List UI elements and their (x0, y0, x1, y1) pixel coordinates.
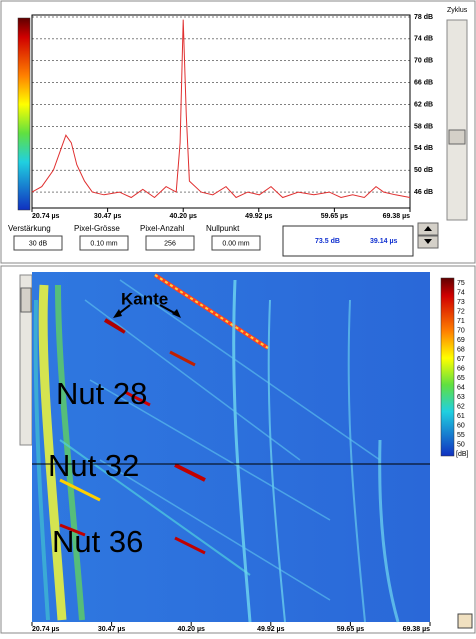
param-label: Verstärkung (8, 224, 51, 233)
colorbar-label: 73 (457, 299, 465, 306)
a-scan-signal (31, 19, 411, 199)
annotation-nut-28: Nut 28 (56, 376, 147, 411)
colorbar-label: 62 (457, 403, 465, 410)
tool-icon[interactable] (457, 613, 473, 629)
param-field[interactable] (79, 235, 129, 251)
a-scan-color-scale (17, 17, 31, 211)
colorbar-label: 71 (457, 318, 465, 325)
a-scan-chart: 78 dB 74 dB 70 dB 66 dB 62 dB 58 dB 54 dB 50 dB… (31, 14, 433, 220)
colorbar-label: 50 (457, 441, 465, 448)
x-tick-label: 20.74 µs (32, 213, 59, 220)
param-value: 256 (164, 240, 176, 247)
param-value: 0.00 mm (222, 240, 249, 247)
param-label: Pixel-Anzahl (140, 224, 185, 233)
colorbar-label: 68 (457, 346, 465, 353)
colorbar-label: 66 (457, 365, 465, 372)
y-tick-label: 70 dB (414, 58, 433, 65)
x-tick-label: 59.65 µs (321, 213, 348, 220)
param-label: Nullpunkt (206, 224, 240, 233)
annotation-nut-36: Nut 36 (52, 524, 143, 559)
scrollbar[interactable] (446, 19, 468, 221)
spin-arrows (424, 226, 432, 244)
parameter-row: Verstärkung 30 dB Pixel-Grösse 0.10 mm Pixel… (8, 224, 261, 251)
zyklus-label: Zyklus (447, 7, 468, 14)
param-field[interactable] (211, 235, 261, 251)
param-field[interactable] (13, 235, 63, 251)
b-scan-colorbar (440, 277, 455, 457)
colorbar-label: 60 (457, 422, 465, 429)
y-tick-label: 62 dB (414, 101, 433, 108)
colorbar-label: 75 (457, 280, 465, 287)
b-x-tick-label: 59.65 µs (337, 626, 364, 633)
colorbar-label: 67 (457, 356, 465, 363)
x-tick-label: 49.92 µs (245, 213, 272, 220)
b-scan-image (32, 272, 430, 622)
param-label: Pixel-Grösse (74, 224, 120, 233)
colorbar-label: 55 (457, 432, 465, 439)
y-tick-label: 50 dB (414, 167, 433, 174)
y-tick-label: 54 dB (414, 145, 433, 152)
b-x-tick-label: 49.92 µs (257, 626, 284, 633)
y-tick-label: 66 dB (414, 79, 433, 86)
x-tick-label: 69.38 µs (383, 213, 410, 220)
b-scan-x-axis: 20.74 µs 30.47 µs 40.20 µs 49.92 µs 59.65 µs… (31, 622, 431, 633)
colorbar-label: 63 (457, 394, 465, 401)
colorbar-label: 64 (457, 384, 465, 391)
colorbar-label: 74 (457, 289, 465, 296)
param-field[interactable] (145, 235, 195, 251)
x-tick-label: 40.20 µs (170, 213, 197, 220)
b-x-tick-label: 40.20 µs (178, 626, 205, 633)
b-x-tick-label: 20.74 µs (32, 626, 59, 633)
annotation-nut-32: Nut 32 (48, 448, 139, 483)
colorbar-unit: [dB] (456, 451, 469, 458)
colorbar-label: 61 (457, 413, 465, 420)
scroll-thumb[interactable] (448, 129, 466, 145)
b-x-tick-label: 69.38 µs (403, 626, 430, 633)
param-value: 30 dB (29, 240, 48, 247)
colorbar-label: 70 (457, 327, 465, 334)
y-tick-label: 74 dB (414, 36, 433, 43)
readout-amplitude: 73.5 dB (315, 238, 340, 245)
param-value: 0.10 mm (90, 240, 117, 247)
readout-box (282, 225, 414, 257)
y-tick-label: 78 dB (414, 14, 433, 21)
colorbar-label: 72 (457, 308, 465, 315)
x-tick-label: 30.47 µs (94, 213, 121, 220)
b-x-tick-label: 30.47 µs (98, 626, 125, 633)
a-scan-plot-area (31, 14, 411, 209)
b-scan-colorbar-labels: 75 74 73 72 71 70 69 68 67 66 65 64 63 62 61 60 55 50 [dB] (456, 280, 469, 458)
readout-time: 39.14 µs (370, 238, 397, 245)
annotation-kante: Kante (121, 289, 168, 308)
colorbar-label: 65 (457, 375, 465, 382)
b-scan-scroll-thumb[interactable] (20, 287, 32, 313)
b-scan-echoes (33, 273, 400, 623)
y-tick-label: 58 dB (414, 123, 433, 130)
y-tick-label: 46 dB (414, 189, 433, 196)
colorbar-label: 69 (457, 337, 465, 344)
